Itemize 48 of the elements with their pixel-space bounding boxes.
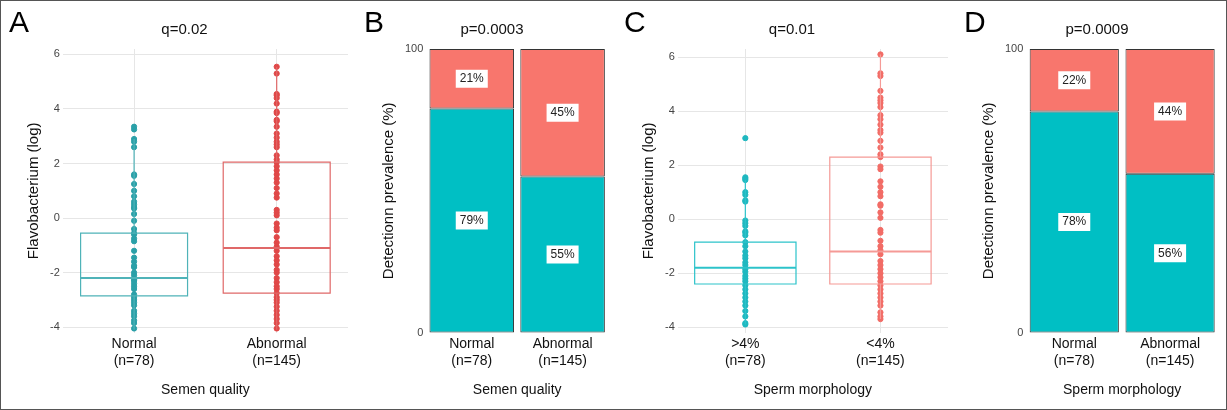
y-tick-label: -2	[665, 266, 675, 279]
data-label: 45%	[550, 105, 575, 120]
x-tick-label: Normal (n=78)	[111, 334, 157, 368]
x-axis-title: Sperm morphology	[1063, 381, 1182, 398]
y-tick-label: 6	[53, 47, 60, 60]
y-tick-label: 0	[668, 212, 675, 225]
x-tick-label: Normal (n=78)	[1051, 334, 1097, 368]
x-axis-title: Semen quality	[161, 381, 250, 398]
text: C	[624, 5, 646, 39]
chart-title: q=0.01	[768, 20, 816, 38]
x-axis-title: Sperm morphology	[753, 381, 873, 398]
y-tick-label: 0	[1017, 325, 1024, 338]
y-tick-label: -4	[665, 320, 675, 333]
chart-title: p=0.0003	[460, 20, 524, 38]
y-tick-label: 0	[53, 211, 60, 224]
x-tick-label: Abnormal (n=145)	[1140, 334, 1201, 368]
chart-title: p=0.0009	[1065, 20, 1129, 38]
data-label: 56%	[1158, 245, 1183, 260]
text: A	[9, 5, 30, 39]
x-tick-label: >4% (n=78)	[724, 334, 766, 368]
y-axis-title: Detectionn prevalence (%)	[979, 102, 997, 280]
data-label: 78%	[1062, 214, 1087, 229]
data-label: 44%	[1158, 103, 1183, 118]
chart-title: q=0.02	[161, 20, 208, 38]
text: D	[964, 5, 986, 39]
y-tick-label: -2	[50, 265, 60, 278]
y-tick-label: 2	[53, 156, 60, 169]
y-tick-label: 4	[53, 102, 60, 115]
data-label: 55%	[550, 246, 575, 261]
y-tick-label: 4	[668, 104, 675, 117]
y-tick-label: -4	[50, 320, 60, 333]
y-axis-title: Flavobacterium (log)	[639, 122, 657, 260]
y-axis-title: Flavobacterium (log)	[24, 122, 42, 260]
y-axis-title: Detectionn prevalence (%)	[379, 102, 397, 280]
x-tick-label: Normal (n=78)	[449, 334, 495, 368]
data-label: 79%	[459, 212, 485, 227]
y-tick-label: 2	[668, 158, 675, 171]
data-label: 21%	[459, 71, 485, 86]
y-tick-label: 100	[404, 42, 424, 55]
y-tick-label: 100	[1004, 42, 1024, 55]
x-tick-label: Abnormal (n=145)	[246, 334, 307, 368]
y-tick-label: 0	[417, 325, 424, 338]
data-label: 22%	[1062, 72, 1087, 87]
x-tick-label: <4% (n=145)	[856, 334, 905, 368]
x-tick-label: Abnormal (n=145)	[532, 334, 593, 368]
text: B	[364, 5, 385, 39]
y-tick-label: 6	[668, 50, 675, 63]
x-axis-title: Semen quality	[472, 381, 562, 398]
